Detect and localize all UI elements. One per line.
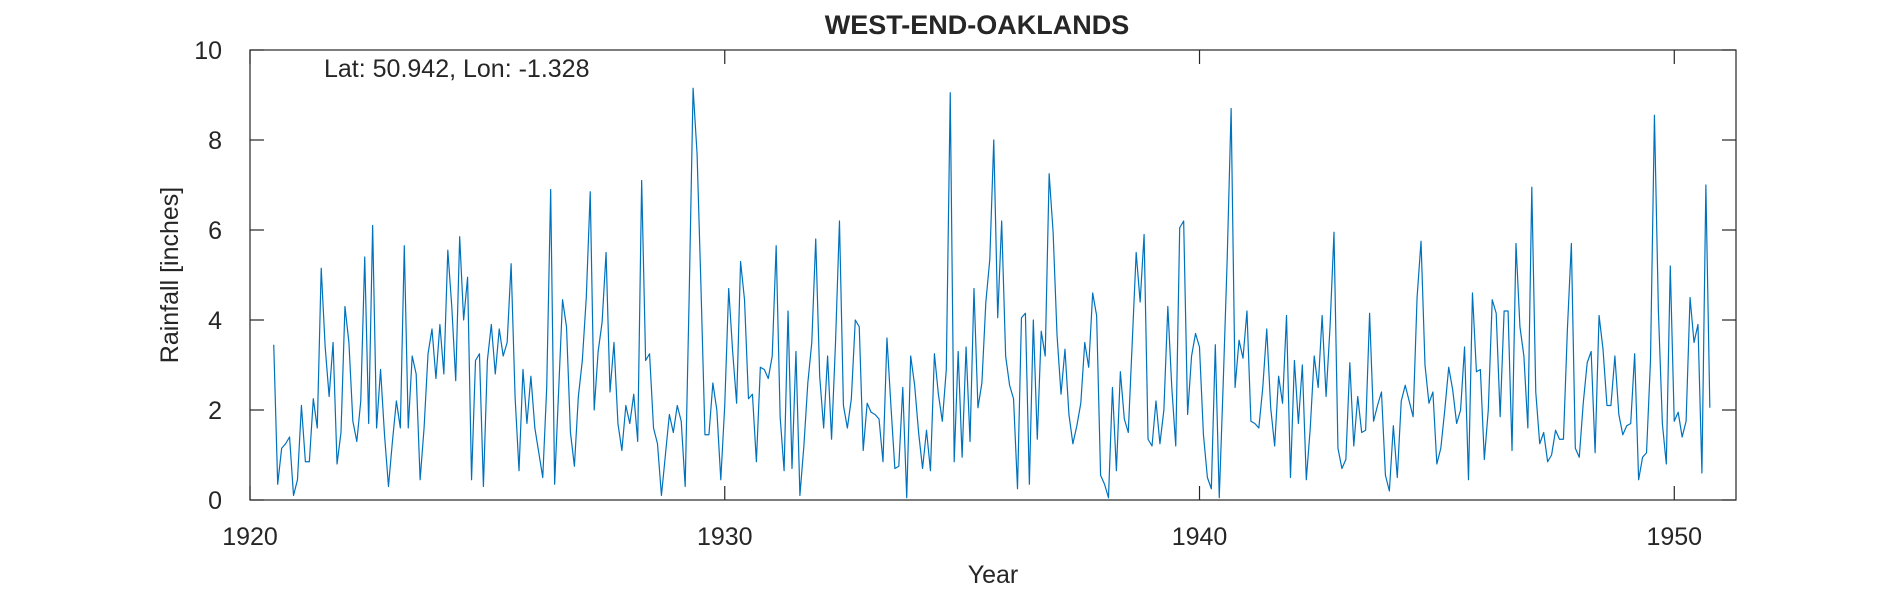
y-tick-label: 8 bbox=[208, 127, 222, 155]
x-tick-label: 1940 bbox=[1172, 523, 1228, 551]
x-tick-label: 1950 bbox=[1646, 523, 1702, 551]
x-axis-label: Year bbox=[968, 561, 1019, 589]
y-tick-label: 10 bbox=[194, 37, 222, 65]
y-tick-label: 6 bbox=[208, 217, 222, 245]
y-axis: 0 2 4 6 8 10 bbox=[194, 37, 1736, 515]
x-tick-label: 1930 bbox=[697, 523, 753, 551]
plot-frame bbox=[249, 49, 1737, 501]
y-tick-label: 2 bbox=[208, 397, 222, 425]
chart-title: WEST-END-OAKLANDS bbox=[825, 10, 1130, 40]
rainfall-series-line bbox=[273, 87, 1711, 499]
location-annotation: Lat: 50.942, Lon: -1.328 bbox=[324, 55, 590, 83]
y-axis-label: Rainfall [inches] bbox=[156, 187, 184, 363]
x-tick-label: 1920 bbox=[222, 523, 278, 551]
x-axis: 1920 1930 1940 1950 bbox=[222, 50, 1702, 551]
y-tick-label: 0 bbox=[208, 487, 222, 515]
y-tick-label: 4 bbox=[208, 307, 222, 335]
